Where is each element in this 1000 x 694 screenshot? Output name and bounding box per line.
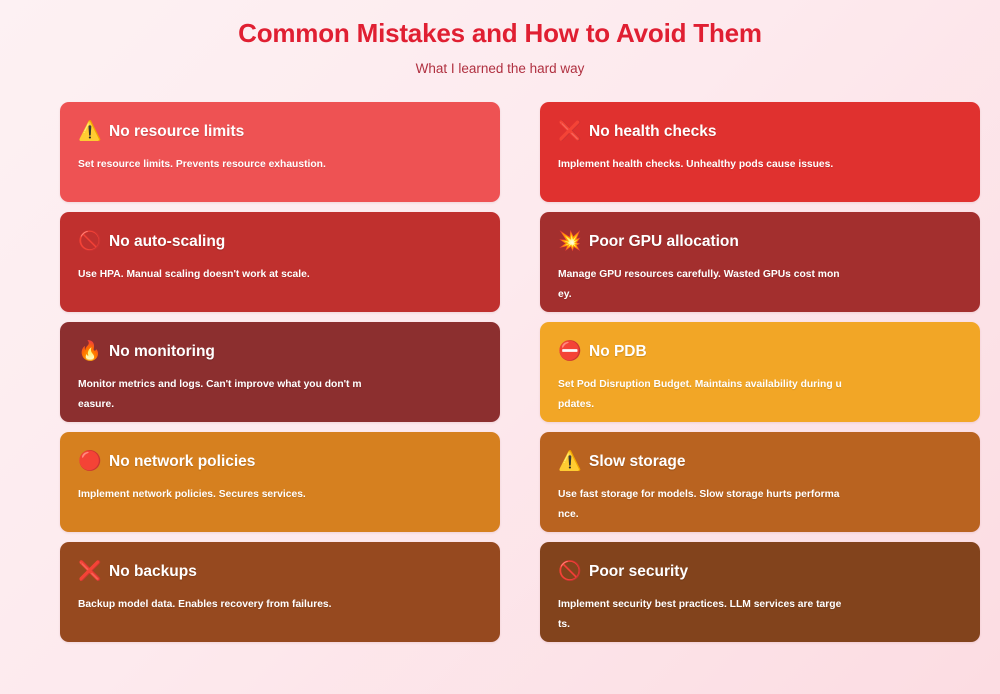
mistake-card[interactable]: 🔴 No network policies Implement network … xyxy=(60,432,500,533)
mistake-card[interactable]: 🚫 Poor security Implement security best … xyxy=(540,542,980,643)
card-header: ⚠️ No resource limits xyxy=(78,118,482,144)
card-description: Use HPA. Manual scaling doesn't work at … xyxy=(78,269,310,281)
card-title: Poor GPU allocation xyxy=(589,232,739,250)
card-description: Implement health checks. Unhealthy pods … xyxy=(558,159,834,171)
card-title: No network policies xyxy=(109,452,256,470)
card-title: No auto-scaling xyxy=(109,232,226,250)
card-title: Slow storage xyxy=(589,452,686,470)
collision-icon: 💥 xyxy=(558,230,582,252)
card-title: No backups xyxy=(109,562,197,580)
card-description: Set Pod Disruption Budget. Maintains ava… xyxy=(558,379,842,411)
mistake-card[interactable]: ⚠️ No resource limits Set resource limit… xyxy=(60,102,500,203)
card-description: Implement security best practices. LLM s… xyxy=(558,599,842,631)
card-header: ⛔ No PDB xyxy=(558,338,962,364)
warning-icon: ⚠️ xyxy=(78,120,102,142)
no-entry-icon: ⛔ xyxy=(558,340,582,362)
mistake-card[interactable]: 💥 Poor GPU allocation Manage GPU resourc… xyxy=(540,212,980,313)
card-title: No PDB xyxy=(589,342,647,360)
mistake-card[interactable]: 🚫 No auto-scaling Use HPA. Manual scalin… xyxy=(60,212,500,313)
warning-icon: ⚠️ xyxy=(558,450,582,472)
card-description: Use fast storage for models. Slow storag… xyxy=(558,489,840,521)
card-header: ❌ No health checks xyxy=(558,118,962,144)
card-header: 🚫 Poor security xyxy=(558,558,962,584)
card-header: 🔥 No monitoring xyxy=(78,338,482,364)
card-header: ⚠️ Slow storage xyxy=(558,448,962,474)
mistake-card[interactable]: ⚠️ Slow storage Use fast storage for mod… xyxy=(540,432,980,533)
cross-mark-icon: ❌ xyxy=(558,120,582,142)
mistake-card[interactable]: ❌ No backups Backup model data. Enables … xyxy=(60,542,500,643)
mistakes-grid: ⚠️ No resource limits Set resource limit… xyxy=(0,102,1000,643)
prohibited-icon: 🚫 xyxy=(558,560,582,582)
card-description: Monitor metrics and logs. Can't improve … xyxy=(78,379,362,411)
mistake-card[interactable]: 🔥 No monitoring Monitor metrics and logs… xyxy=(60,322,500,423)
card-description: Manage GPU resources carefully. Wasted G… xyxy=(558,269,840,301)
card-title: No health checks xyxy=(589,122,717,140)
card-header: 🚫 No auto-scaling xyxy=(78,228,482,254)
page-title: Common Mistakes and How to Avoid Them xyxy=(238,18,762,48)
card-description: Backup model data. Enables recovery from… xyxy=(78,599,332,611)
red-circle-icon: 🔴 xyxy=(78,450,102,472)
card-title: No monitoring xyxy=(109,342,215,360)
card-title: Poor security xyxy=(589,562,689,580)
cross-mark-icon: ❌ xyxy=(78,560,102,582)
card-description: Implement network policies. Secures serv… xyxy=(78,489,306,501)
card-title: No resource limits xyxy=(109,122,245,140)
prohibited-icon: 🚫 xyxy=(78,230,102,252)
card-header: ❌ No backups xyxy=(78,558,482,584)
card-header: 💥 Poor GPU allocation xyxy=(558,228,962,254)
card-header: 🔴 No network policies xyxy=(78,448,482,474)
mistake-card[interactable]: ❌ No health checks Implement health chec… xyxy=(540,102,980,203)
mistake-card[interactable]: ⛔ No PDB Set Pod Disruption Budget. Main… xyxy=(540,322,980,423)
card-description: Set resource limits. Prevents resource e… xyxy=(78,159,326,171)
fire-icon: 🔥 xyxy=(78,340,102,362)
slide-header: Common Mistakes and How to Avoid Them Wh… xyxy=(0,0,1000,76)
page-subtitle: What I learned the hard way xyxy=(415,61,585,77)
